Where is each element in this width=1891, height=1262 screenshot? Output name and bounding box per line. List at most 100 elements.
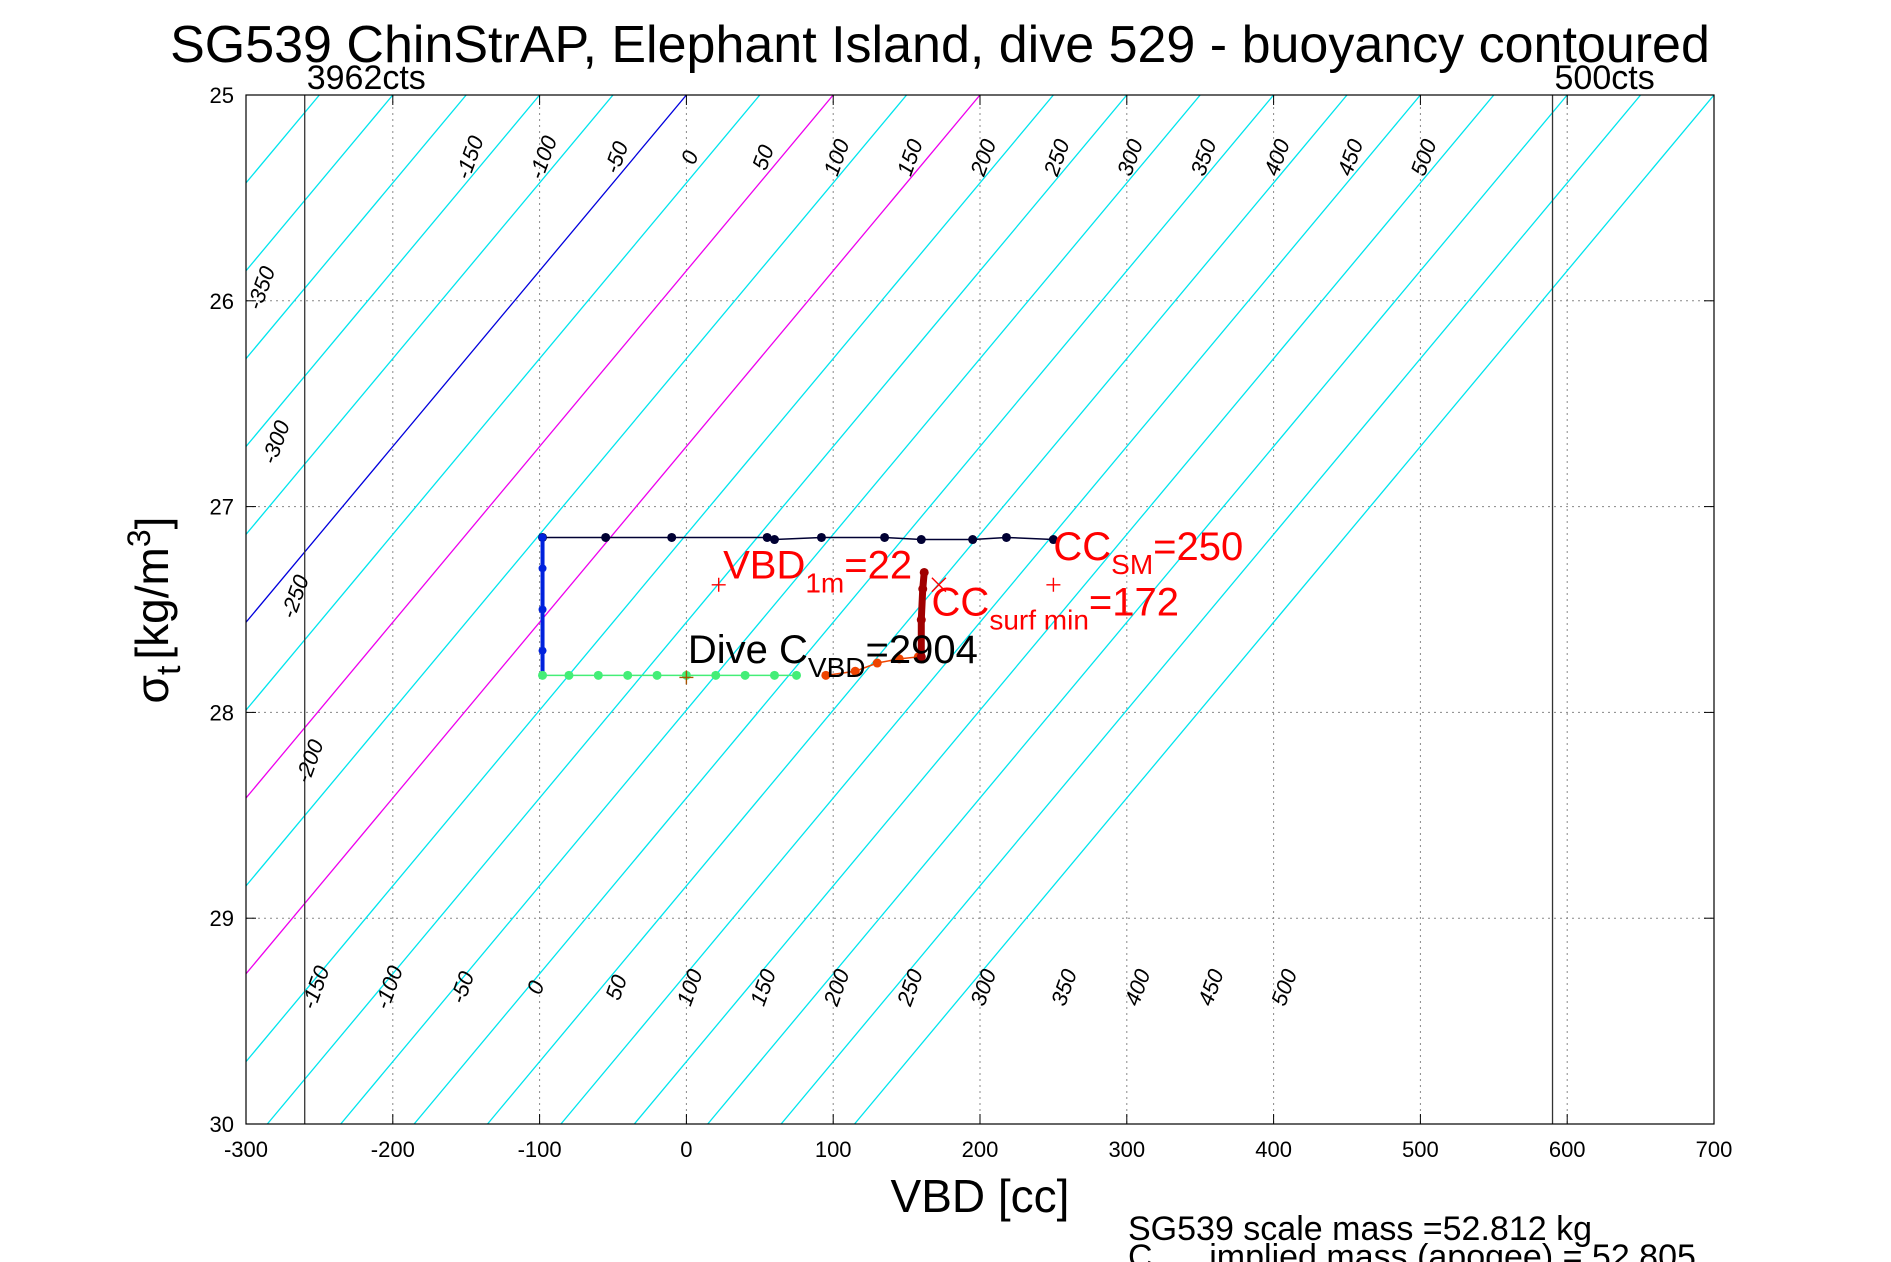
series-point [623,670,633,680]
footer-implied-mass: C implied mass (apogee) = 52.805 [1128,1238,1696,1262]
contour-label-left: -300 [256,417,295,468]
series-point [538,605,547,614]
contour-line [633,95,1495,1124]
series-point [762,532,772,542]
contour-lines [0,95,1714,1124]
contour-label-left: -200 [290,736,329,787]
contour-label-top: 200 [965,135,1002,180]
contour-label-bottom: 50 [600,971,632,1003]
series-point [919,567,929,577]
y-axis-label-close: ] [126,517,178,530]
contour-label-top: 400 [1259,135,1295,179]
contour-line [487,95,1348,1124]
y-axis-label: σt [kg/m3] [121,517,188,704]
contour-label-bottom: 450 [1193,965,1229,1009]
contour-label-top: 500 [1406,135,1442,179]
x-tick-label: 500 [1402,1137,1439,1162]
contour-label-bottom: -150 [296,962,335,1013]
annotation-ccsm: CCSM=250 [1053,525,1243,580]
contour-label-left: -250 [275,571,314,622]
y-axis-label-sup: 3 [121,529,157,547]
contour-line [0,95,99,1124]
series-point [593,670,603,680]
series-point [538,564,547,573]
contour-label-top: -150 [450,132,489,183]
series-point [916,615,926,625]
x-tick-label: -300 [224,1137,268,1162]
markers [679,577,1061,685]
series-point [769,535,779,545]
contour-line [246,95,834,800]
x-tick-label: 0 [680,1137,692,1162]
contour-label-top: 50 [747,141,779,173]
x-tick-label: 400 [1255,1137,1292,1162]
contour-line [340,95,1201,1124]
grid [246,95,1714,1124]
annotation-ccsurf-sub: surf min [989,605,1089,636]
contour-line [0,95,26,1124]
contour-line [246,95,908,887]
x-tick-label: -100 [518,1137,562,1162]
annotation-ccsm-main: CC [1053,525,1111,569]
contour-label-top: 150 [892,135,928,179]
contour-label-top: 300 [1112,135,1148,179]
x-tick-label: 700 [1696,1137,1733,1162]
series-point [968,535,978,545]
contour-line [246,95,541,448]
svg-text:σt[kg/m3]: σt [kg/m3] [121,517,188,704]
series-point [894,654,904,664]
x-tick-label: 300 [1108,1137,1145,1162]
series-point [667,532,677,542]
contour-line [246,95,394,272]
count-line-label: 3962cts [307,59,426,97]
series-point [538,533,547,542]
contour-line [266,95,1128,1124]
contour-label-bottom: 250 [891,965,928,1010]
contour-line [246,95,614,536]
count-lines: 3962cts 500cts [304,59,1655,1124]
series-point [769,670,779,680]
marker-cross [931,577,947,593]
series-point [564,670,574,680]
series-point [850,666,860,676]
contour-label-bottom: 100 [672,965,708,1009]
contour-label-bottom: 200 [818,965,855,1010]
contour-label-top: 0 [676,147,704,168]
marker-plus [1046,577,1061,592]
annotation-divec: Dive CVBD=2904 [688,628,978,683]
series-point [538,646,547,655]
series-point [1048,535,1058,545]
annotation-divec-sub: VBD [808,652,866,683]
count-line-label: 500cts [1555,59,1655,97]
x-tick-label: 100 [815,1137,852,1162]
series-point [880,532,890,542]
series-point [538,670,548,680]
annotation-divec-main: Dive C [688,628,808,672]
data-series [538,532,1058,680]
annotation-ccsurf: CCsurf min=172 [932,581,1179,636]
annotation-vbd1m-sub: 1m [805,568,844,599]
marker-plus [679,670,694,685]
series-point [918,584,928,594]
contour-label-top: -50 [599,138,634,177]
contour-line [246,95,761,712]
annotation-vbd1m-tail: =22 [844,544,912,588]
series-point [1001,532,1011,542]
contour-label-top: 450 [1332,135,1368,179]
chart-title: SG539 ChinStrAP, Elephant Island, dive 5… [170,16,1710,74]
series-point [872,658,882,668]
contour-label-bottom: 350 [1046,965,1082,1009]
annotation-ccsurf-main: CC [932,581,990,625]
contour-line [413,95,1275,1124]
contour-line [780,95,1642,1124]
contour-line [246,95,687,624]
series-line [917,572,928,657]
series-point [711,670,721,680]
contour-line [246,95,981,975]
annotation-ccsm-sub: SM [1111,549,1153,580]
contour-line [560,95,1421,1124]
y-tick-label: 25 [210,83,234,108]
x-axis-label: VBD [cc] [891,1170,1070,1222]
